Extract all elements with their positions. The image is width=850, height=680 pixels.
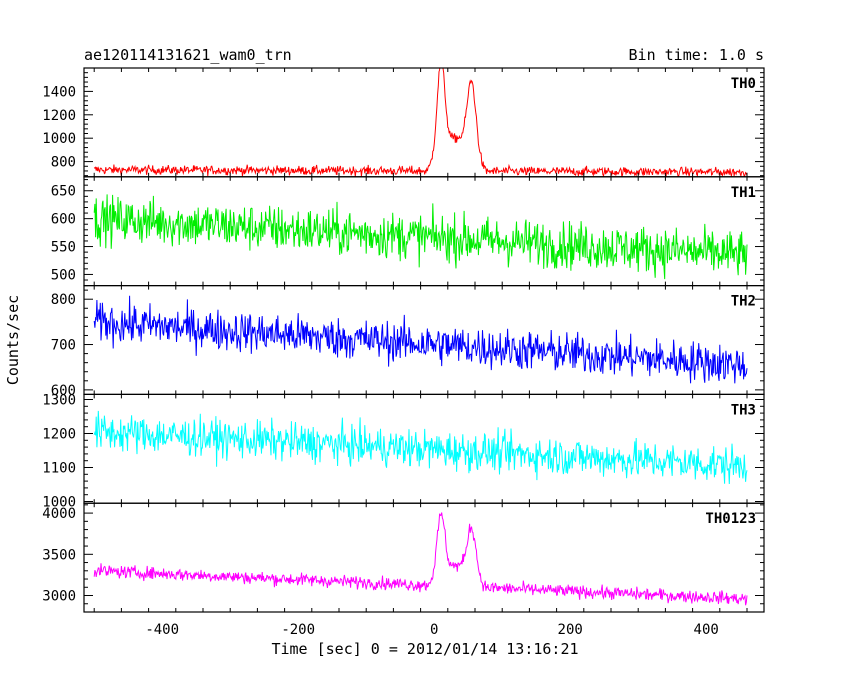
y-tick-label: 600 bbox=[51, 383, 76, 399]
panel-label-th0123: TH0123 bbox=[705, 511, 756, 527]
x-tick-label: -400 bbox=[145, 622, 179, 638]
x-tick-label: 0 bbox=[430, 622, 438, 638]
panel-th2: 600 700 800 TH2 bbox=[51, 285, 765, 399]
panel-label-th0: TH0 bbox=[731, 76, 756, 92]
y-tick-label: 550 bbox=[51, 240, 76, 256]
bin-time-label: Bin time: 1.0 s bbox=[629, 46, 764, 64]
y-tick-label: 4000 bbox=[42, 506, 76, 522]
y-tick-label: 1300 bbox=[42, 393, 76, 409]
panel-frame bbox=[83, 502, 765, 613]
panel-label-th1: TH1 bbox=[731, 185, 756, 201]
y-tick-label: 1100 bbox=[42, 461, 76, 477]
y-tick-label: 800 bbox=[51, 292, 76, 308]
series-line-th1 bbox=[93, 194, 748, 280]
y-tick-label: 1000 bbox=[42, 495, 76, 511]
y-tick-label: 1200 bbox=[42, 427, 76, 443]
y-tick-label: 650 bbox=[51, 184, 76, 200]
panel-label-th2: TH2 bbox=[731, 294, 756, 310]
x-tick-label: 400 bbox=[694, 622, 719, 638]
series-line-th0123 bbox=[93, 512, 748, 606]
x-tick-label: -200 bbox=[281, 622, 315, 638]
y-tick-label: 600 bbox=[51, 212, 76, 228]
y-tick-label: 3500 bbox=[42, 547, 76, 563]
y-tick-label: 1200 bbox=[42, 108, 76, 124]
series-line-th2 bbox=[93, 295, 748, 384]
series-line-th3 bbox=[93, 410, 748, 485]
y-tick-label: 500 bbox=[51, 267, 76, 283]
x-tick-label: 200 bbox=[558, 622, 583, 638]
y-tick-label: 1400 bbox=[42, 84, 76, 100]
y-tick-label: 3000 bbox=[42, 589, 76, 605]
y-tick-label: 800 bbox=[51, 155, 76, 171]
panel-th1: 500 550 600 650 TH1 bbox=[51, 176, 765, 287]
chart-title: ae120114131621_wam0_trn bbox=[84, 46, 292, 64]
x-axis-label: Time [sec] 0 = 2012/01/14 13:16:21 bbox=[271, 640, 578, 658]
y-axis-label: Counts/sec bbox=[4, 295, 22, 385]
panel-label-th3: TH3 bbox=[731, 402, 756, 418]
panel-th3: 1000 1100 1200 1300 TH3 bbox=[42, 393, 765, 511]
panels-group: 800 1000 1200 1400 TH0 500 550 600 650 TH1 600 700 8… bbox=[42, 67, 765, 638]
y-tick-label: 1000 bbox=[42, 131, 76, 147]
series-line-th0 bbox=[93, 68, 748, 177]
y-tick-label: 700 bbox=[51, 338, 76, 354]
panel-th0123: 3000 3500 4000 TH0123 bbox=[42, 502, 765, 613]
panel-th0: 800 1000 1200 1400 TH0 bbox=[42, 67, 765, 178]
panel-frame bbox=[83, 285, 765, 396]
panel-frame bbox=[83, 67, 765, 178]
